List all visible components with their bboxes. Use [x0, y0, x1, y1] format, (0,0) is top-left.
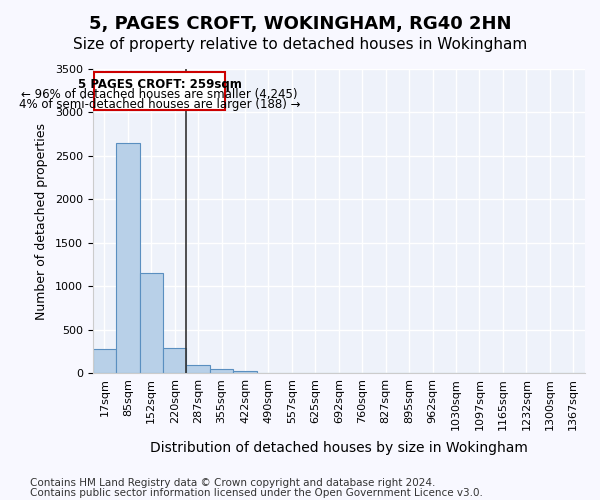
FancyBboxPatch shape	[94, 72, 225, 110]
X-axis label: Distribution of detached houses by size in Wokingham: Distribution of detached houses by size …	[150, 441, 528, 455]
Bar	[116, 143, 140, 373]
Text: ← 96% of detached houses are smaller (4,245): ← 96% of detached houses are smaller (4,…	[21, 88, 298, 101]
Bar	[210, 369, 233, 373]
Text: 5 PAGES CROFT: 259sqm: 5 PAGES CROFT: 259sqm	[77, 78, 241, 90]
Bar	[92, 348, 116, 373]
Bar	[163, 348, 187, 373]
Y-axis label: Number of detached properties: Number of detached properties	[35, 122, 48, 320]
Text: 5, PAGES CROFT, WOKINGHAM, RG40 2HN: 5, PAGES CROFT, WOKINGHAM, RG40 2HN	[89, 15, 511, 33]
Text: Size of property relative to detached houses in Wokingham: Size of property relative to detached ho…	[73, 38, 527, 52]
Text: 4% of semi-detached houses are larger (188) →: 4% of semi-detached houses are larger (1…	[19, 98, 300, 111]
Bar	[233, 371, 257, 373]
Text: Contains HM Land Registry data © Crown copyright and database right 2024.: Contains HM Land Registry data © Crown c…	[30, 478, 436, 488]
Bar	[140, 273, 163, 373]
Bar	[187, 365, 210, 373]
Text: Contains public sector information licensed under the Open Government Licence v3: Contains public sector information licen…	[30, 488, 483, 498]
